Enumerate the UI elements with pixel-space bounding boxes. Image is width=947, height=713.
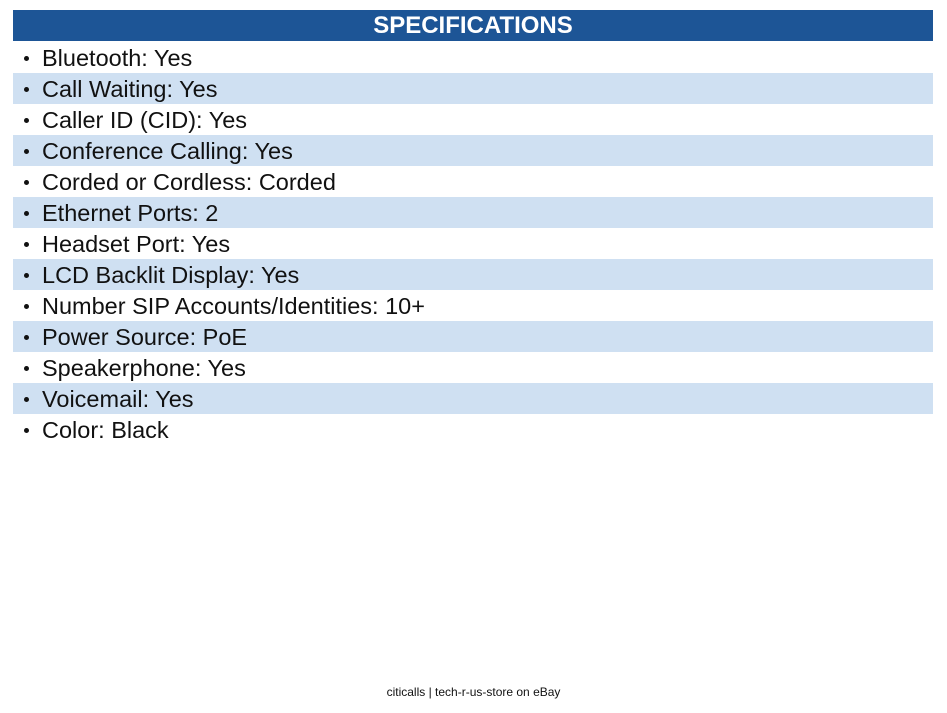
spec-row: Speakerphone: Yes	[13, 352, 933, 383]
spec-row: Number SIP Accounts/Identities: 10+	[13, 290, 933, 321]
spec-row: Voicemail: Yes	[13, 383, 933, 414]
bullet	[24, 366, 29, 371]
bullet	[24, 87, 29, 92]
spec-row: Power Source: PoE	[13, 321, 933, 352]
spec-row: Conference Calling: Yes	[13, 135, 933, 166]
spec-list: Bluetooth: Yes Call Waiting: Yes Caller ID…	[13, 42, 933, 445]
bullet	[24, 56, 29, 61]
bullet	[24, 397, 29, 402]
footer: citicalls | tech-r-us-store on eBay	[386, 685, 561, 699]
spec-text: Bluetooth: Yes	[42, 45, 193, 71]
bullet	[24, 428, 29, 433]
spec-text: Ethernet Ports: 2	[42, 200, 219, 226]
spec-row: Caller ID (CID): Yes	[13, 104, 933, 135]
section-title: SPECIFICATIONS	[13, 10, 933, 41]
spec-row: Ethernet Ports: 2	[13, 197, 933, 228]
spec-row: LCD Backlit Display: Yes	[13, 259, 933, 290]
spec-text: Caller ID (CID): Yes	[42, 107, 248, 133]
spec-row: Call Waiting: Yes	[13, 73, 933, 104]
spec-text: Number SIP Accounts/Identities: 10+	[42, 293, 425, 319]
bullet	[24, 149, 29, 154]
spec-text: Voicemail: Yes	[42, 386, 194, 412]
bullet	[24, 180, 29, 185]
spec-row: Bluetooth: Yes	[13, 42, 933, 73]
bullet	[24, 118, 29, 123]
bullet	[24, 211, 29, 216]
spec-text: Power Source: PoE	[42, 324, 248, 350]
spec-text: LCD Backlit Display: Yes	[42, 262, 300, 288]
spec-row: Color: Black	[13, 414, 933, 445]
spec-text: Call Waiting: Yes	[42, 76, 218, 102]
spec-text: Corded or Cordless: Corded	[42, 169, 336, 195]
spec-text: Color: Black	[42, 417, 169, 443]
spec-text: Conference Calling: Yes	[42, 138, 293, 164]
spec-row: Headset Port: Yes	[13, 228, 933, 259]
spec-text: Headset Port: Yes	[42, 231, 231, 257]
bullet	[24, 273, 29, 278]
spec-text: Speakerphone: Yes	[42, 355, 246, 381]
bullet	[24, 242, 29, 247]
bullet	[24, 335, 29, 340]
spec-row: Corded or Cordless: Corded	[13, 166, 933, 197]
bullet	[24, 304, 29, 309]
